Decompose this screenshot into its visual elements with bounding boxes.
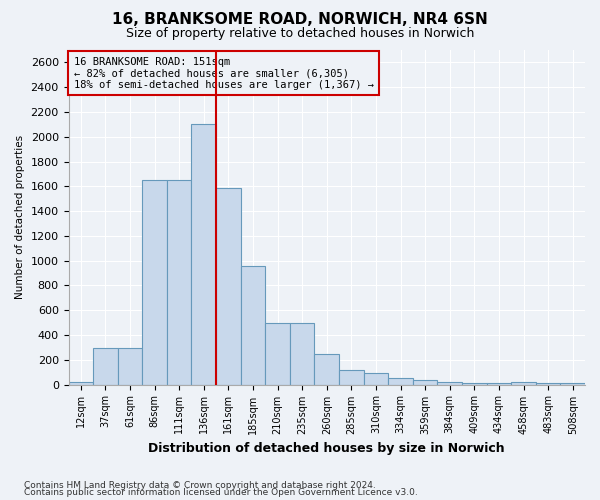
Bar (536, 383, 560, 384)
Bar (388, 378, 413, 384)
Bar (167, 180, 191, 384)
Text: 16, BRANKSOME ROAD, NORWICH, NR4 6SN: 16, BRANKSOME ROAD, NORWICH, NR4 6SN (112, 12, 488, 28)
Bar (241, 266, 265, 384)
Bar (314, 354, 339, 384)
Bar (364, 373, 388, 384)
Text: Contains public sector information licensed under the Open Government Licence v3: Contains public sector information licen… (24, 488, 418, 497)
Bar (93, 348, 118, 385)
Bar (265, 322, 290, 384)
X-axis label: Distribution of detached houses by size in Norwich: Distribution of detached houses by size … (148, 442, 505, 455)
Y-axis label: Number of detached properties: Number of detached properties (15, 135, 25, 300)
Bar (339, 370, 364, 384)
Text: Size of property relative to detached houses in Norwich: Size of property relative to detached ho… (126, 28, 474, 40)
Bar (511, 382, 536, 384)
Bar (437, 382, 462, 384)
Bar (118, 348, 142, 385)
Bar (413, 380, 437, 384)
Text: Contains HM Land Registry data © Crown copyright and database right 2024.: Contains HM Land Registry data © Crown c… (24, 480, 376, 490)
Text: 16 BRANKSOME ROAD: 151sqm
← 82% of detached houses are smaller (6,305)
18% of se: 16 BRANKSOME ROAD: 151sqm ← 82% of detac… (74, 56, 374, 90)
Bar (290, 322, 314, 384)
Bar (462, 382, 487, 384)
Bar (216, 188, 241, 384)
Bar (68, 382, 93, 384)
Bar (191, 124, 216, 384)
Bar (142, 180, 167, 384)
Bar (560, 383, 585, 384)
